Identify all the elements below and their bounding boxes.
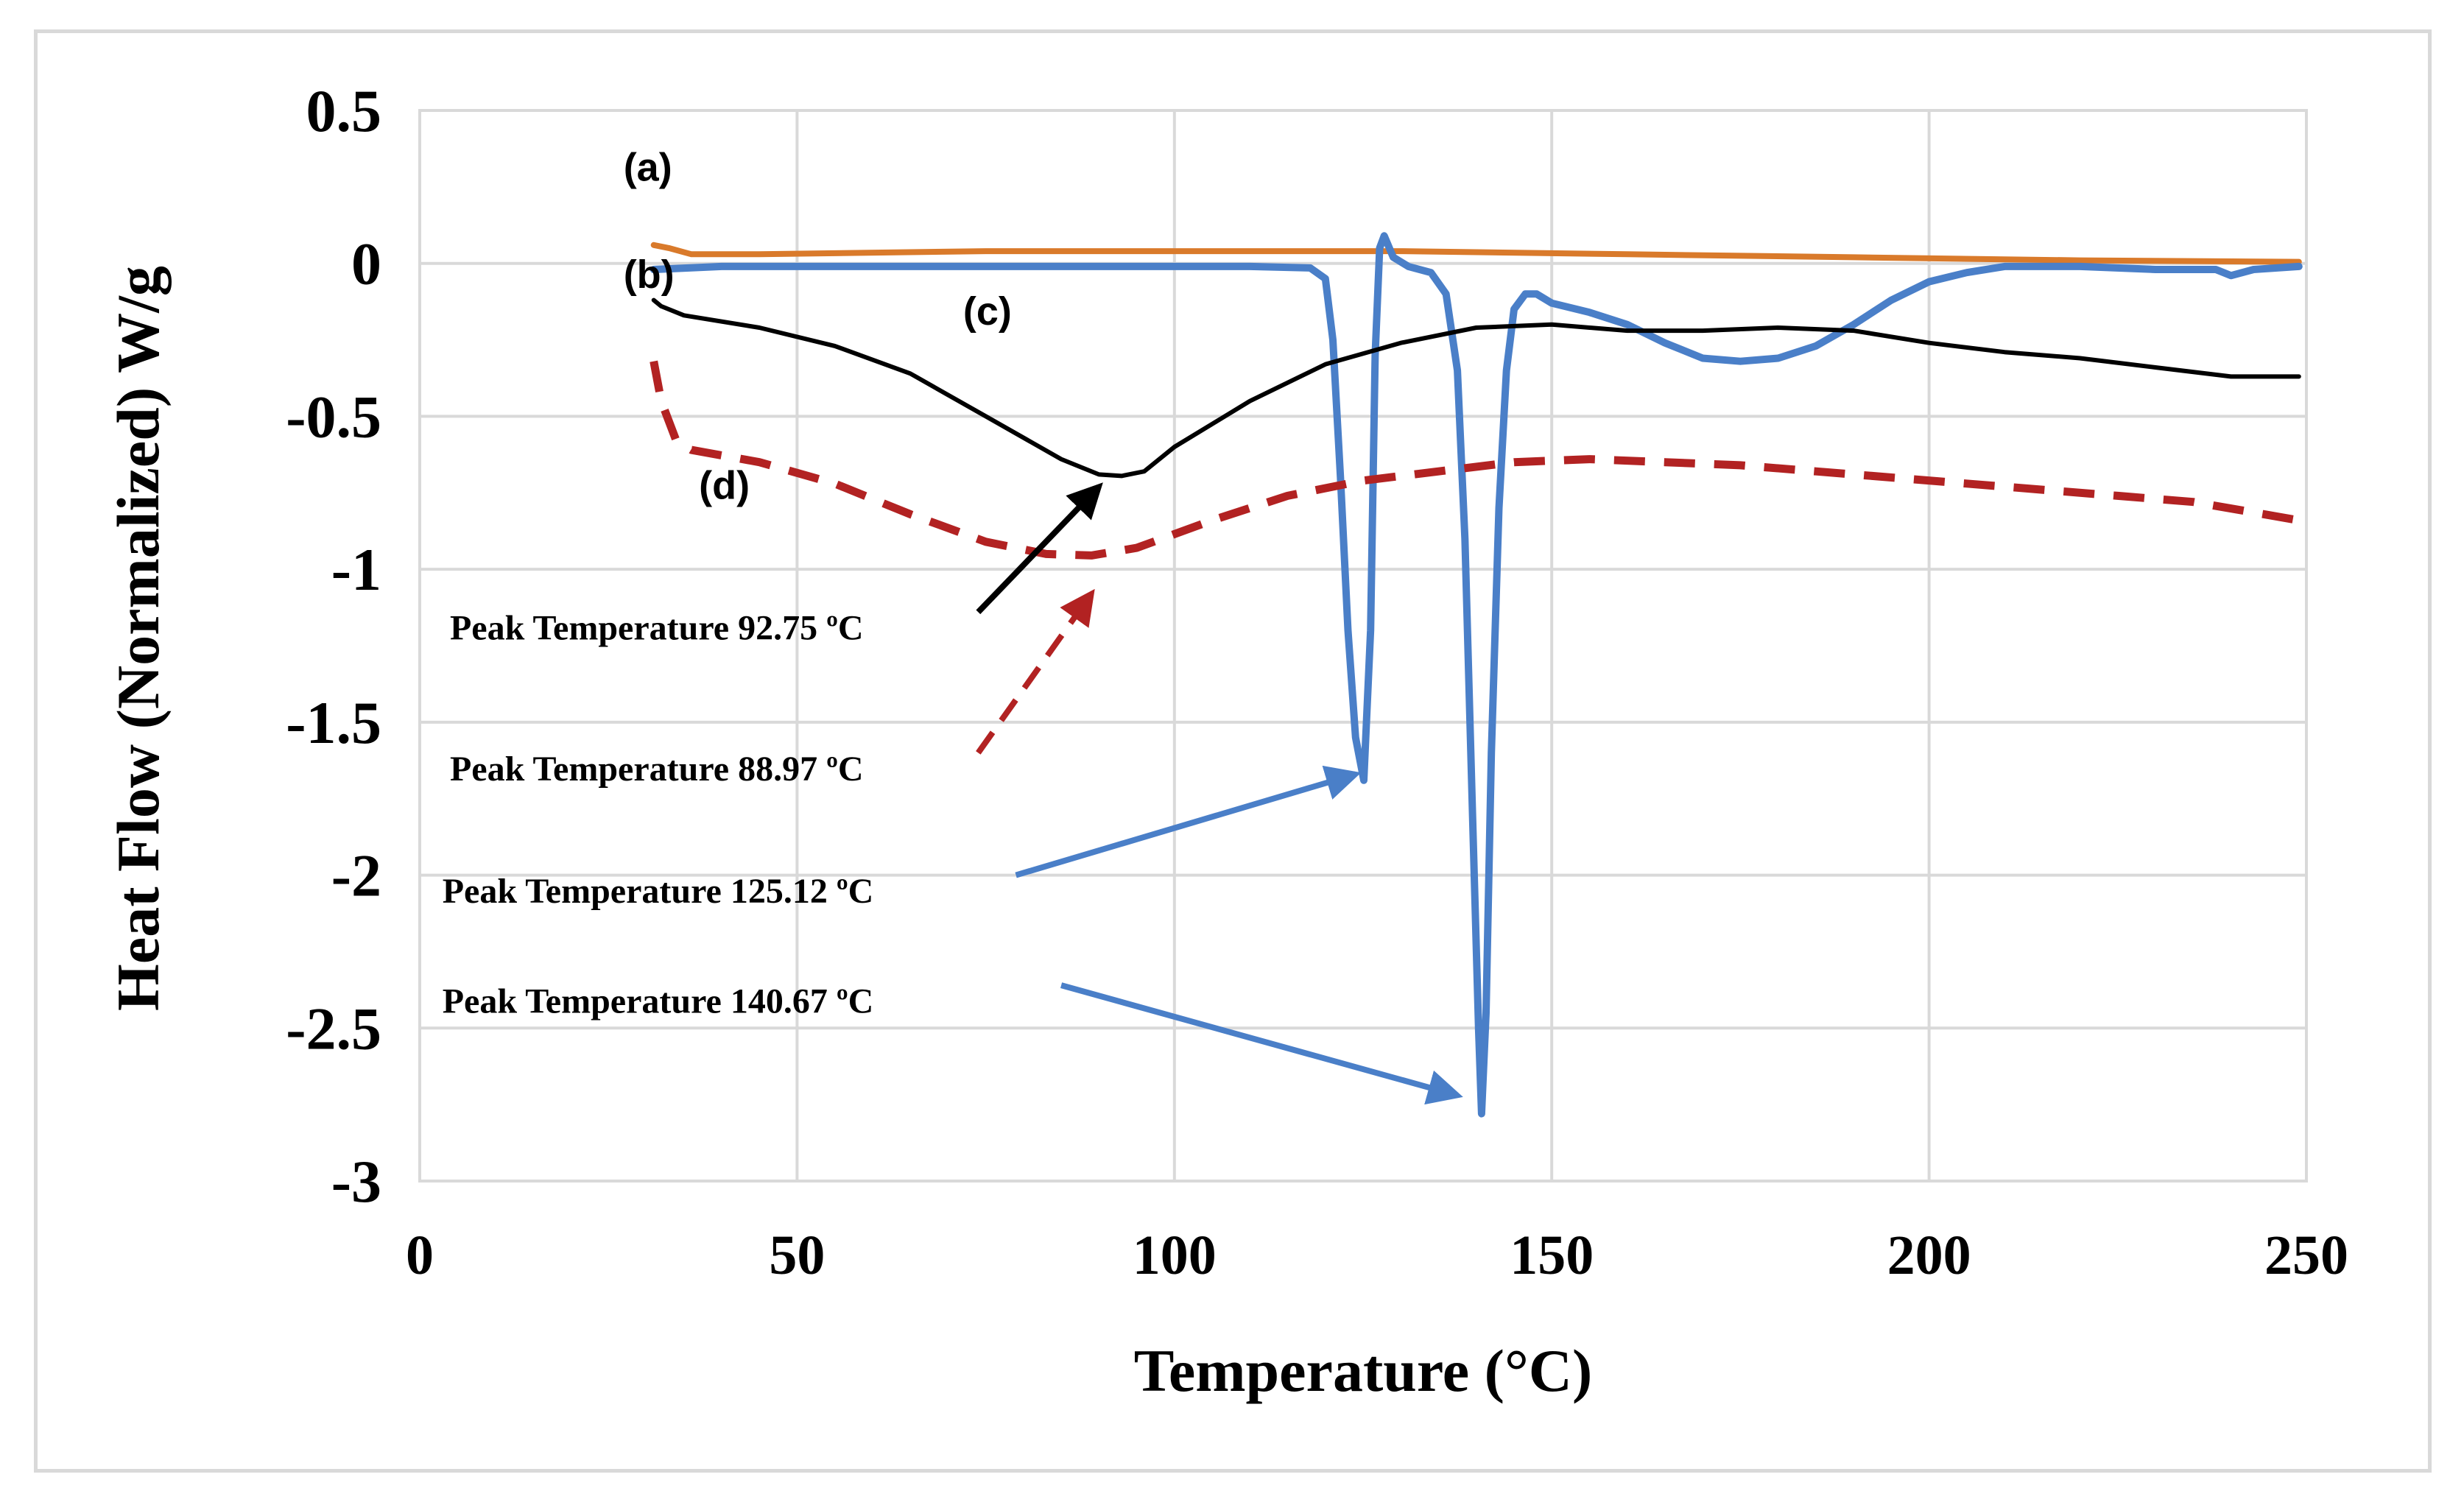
series-line-d (650, 360, 2300, 560)
x-axis-title: Temperature (°C) (1134, 1337, 1593, 1404)
series-label: (c) (963, 289, 1012, 334)
y-axis-title: Heat Flow (Normalized) W/g (105, 266, 172, 1011)
x-tick-label: 200 (1887, 1224, 1971, 1286)
y-tick-label: -2 (331, 842, 381, 909)
series-group (650, 232, 2303, 1118)
series-line-c (651, 297, 2301, 479)
x-tick-label: 100 (1133, 1224, 1217, 1286)
peak-temperature-label: Peak Temperature 140.67 ºC (443, 982, 874, 1021)
series-line-b (650, 232, 2303, 1118)
series-label: (d) (699, 464, 750, 508)
x-tick-label: 250 (2264, 1224, 2348, 1286)
peak-arrow (976, 482, 1103, 615)
peak-arrow (1060, 982, 1463, 1105)
peak-temperature-label: Peak Temperature 88.97 ºC (450, 750, 864, 789)
y-tick-label: -2.5 (286, 995, 381, 1062)
plot-area-border (418, 109, 2308, 1182)
y-tick-label: -0.5 (286, 383, 381, 450)
y-tick-label: 0 (351, 230, 381, 297)
peak-arrow (976, 588, 1095, 755)
series-label: (b) (624, 253, 675, 297)
series-label: (a) (624, 146, 672, 190)
x-tick-label: 50 (769, 1224, 825, 1286)
axes: 0.5 0 -0.5 -1 -1.5 -2 -2.5 -3 0 50 100 150 200 250 Tem… (105, 77, 2348, 1404)
x-tick-label: 0 (406, 1224, 434, 1286)
y-tick-label: 0.5 (306, 77, 382, 144)
peak-temperature-label: Peak Temperature 125.12 ºC (443, 872, 874, 911)
annotations: (a) (b) (c) (d) Peak Temperature 92.75 ºC Pea… (443, 146, 1463, 1105)
peak-temperature-label: Peak Temperature 92.75 ºC (450, 609, 864, 648)
series-line-a (650, 242, 2302, 265)
y-tick-label: -1.5 (286, 689, 381, 756)
peak-arrow (1015, 765, 1362, 878)
x-tick-label: 150 (1510, 1224, 1594, 1286)
y-tick-label: -3 (331, 1148, 381, 1215)
y-tick-label: -1 (331, 536, 381, 603)
